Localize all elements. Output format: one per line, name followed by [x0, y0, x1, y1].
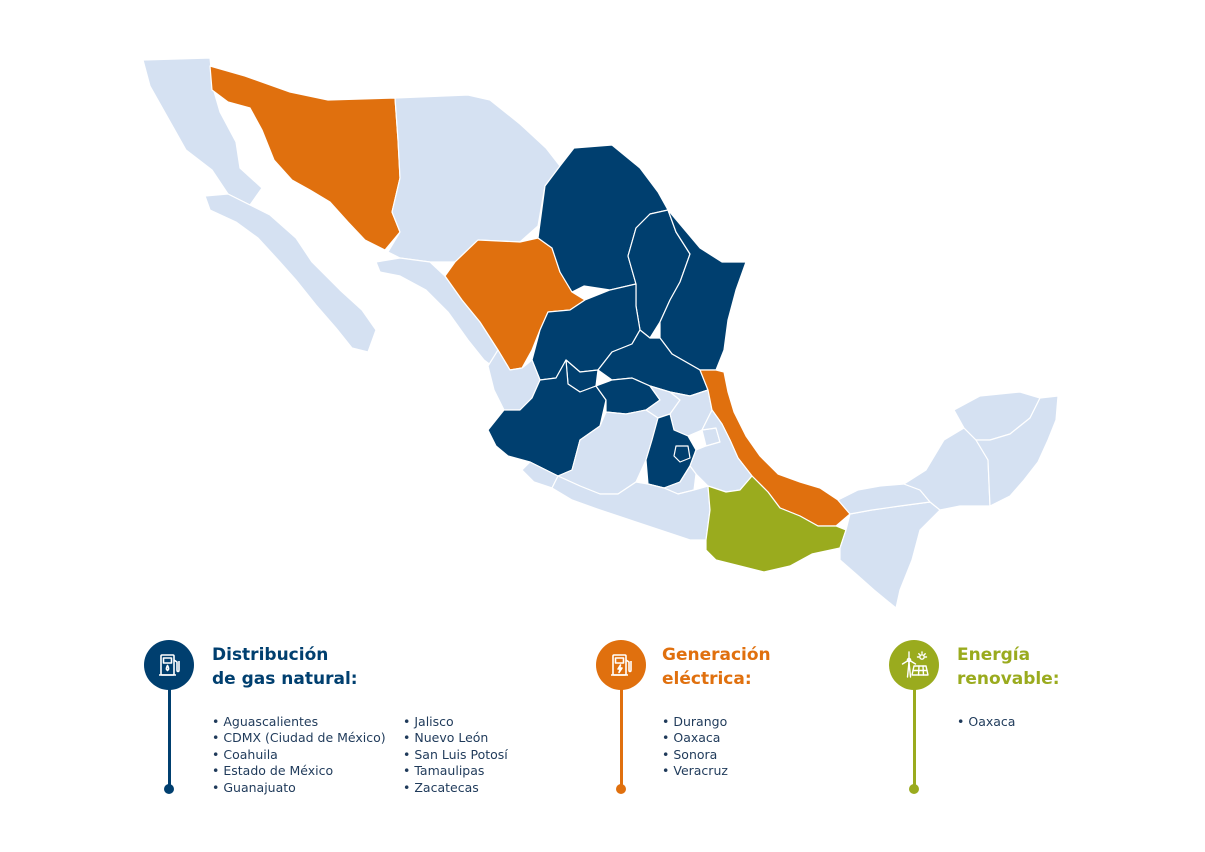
legend-stem — [168, 665, 171, 787]
list-item: Oaxaca — [957, 714, 1015, 730]
legend-gas-title-line1: Distribución — [212, 645, 329, 665]
list-item: Jalisco — [403, 714, 508, 730]
state-sonora — [209, 65, 401, 251]
list-item: Durango — [662, 714, 728, 730]
state-hidalgo — [669, 389, 713, 437]
list-item: Aguascalientes — [212, 714, 386, 730]
list-item: Tamaulipas — [403, 763, 508, 779]
legend-gas-title: Distribución de gas natural: — [212, 643, 358, 691]
state-colima — [521, 461, 559, 489]
legend-power-title-line2: eléctrica: — [662, 669, 752, 689]
legend-gas-states-col2: Jalisco Nuevo León San Luis Potosí Tamau… — [403, 714, 508, 796]
legend-gas-title-line2: de gas natural: — [212, 669, 358, 689]
list-item: Veracruz — [662, 763, 728, 779]
state-puebla — [689, 409, 753, 493]
power-pump-icon — [596, 640, 646, 690]
legend-renewable-title-line1: Energía — [957, 645, 1031, 665]
legend-stem-dot — [909, 784, 919, 794]
list-item: Coahuila — [212, 747, 386, 763]
list-item: Oaxaca — [662, 730, 728, 746]
legend-gas-states-col1: Aguascalientes CDMX (Ciudad de México) C… — [212, 714, 386, 796]
list-item: Guanajuato — [212, 780, 386, 796]
legend-stem-dot — [616, 784, 626, 794]
legend-power-states: Durango Oaxaca Sonora Veracruz — [662, 714, 728, 780]
legend-stem — [620, 665, 623, 787]
legend-power-title-line1: Generación — [662, 645, 771, 665]
state-baja-california-sur — [204, 193, 377, 353]
list-item: Zacatecas — [403, 780, 508, 796]
mexico-map — [142, 57, 1059, 609]
legend-renewable-title-line2: renovable: — [957, 669, 1060, 689]
legend-renewable-states: Oaxaca — [957, 714, 1015, 730]
list-item: San Luis Potosí — [403, 747, 507, 763]
gas-pump-icon — [144, 640, 194, 690]
state-guerrero — [551, 475, 711, 541]
state-chiapas — [839, 501, 941, 609]
state-chihuahua — [387, 94, 561, 263]
legend-power-title: Generación eléctrica: — [662, 643, 771, 691]
list-item: Nuevo León — [403, 730, 508, 746]
state-cdmx — [673, 445, 691, 463]
wind-solar-icon — [889, 640, 939, 690]
state-quintana-roo — [975, 395, 1059, 507]
legend-renewable-title: Energía renovable: — [957, 643, 1060, 691]
list-item: Estado de México — [212, 763, 386, 779]
list-item: Sonora — [662, 747, 728, 763]
list-item: CDMX (Ciudad de México) — [212, 730, 385, 746]
legend-stem — [913, 665, 916, 787]
legend-stem-dot — [164, 784, 174, 794]
